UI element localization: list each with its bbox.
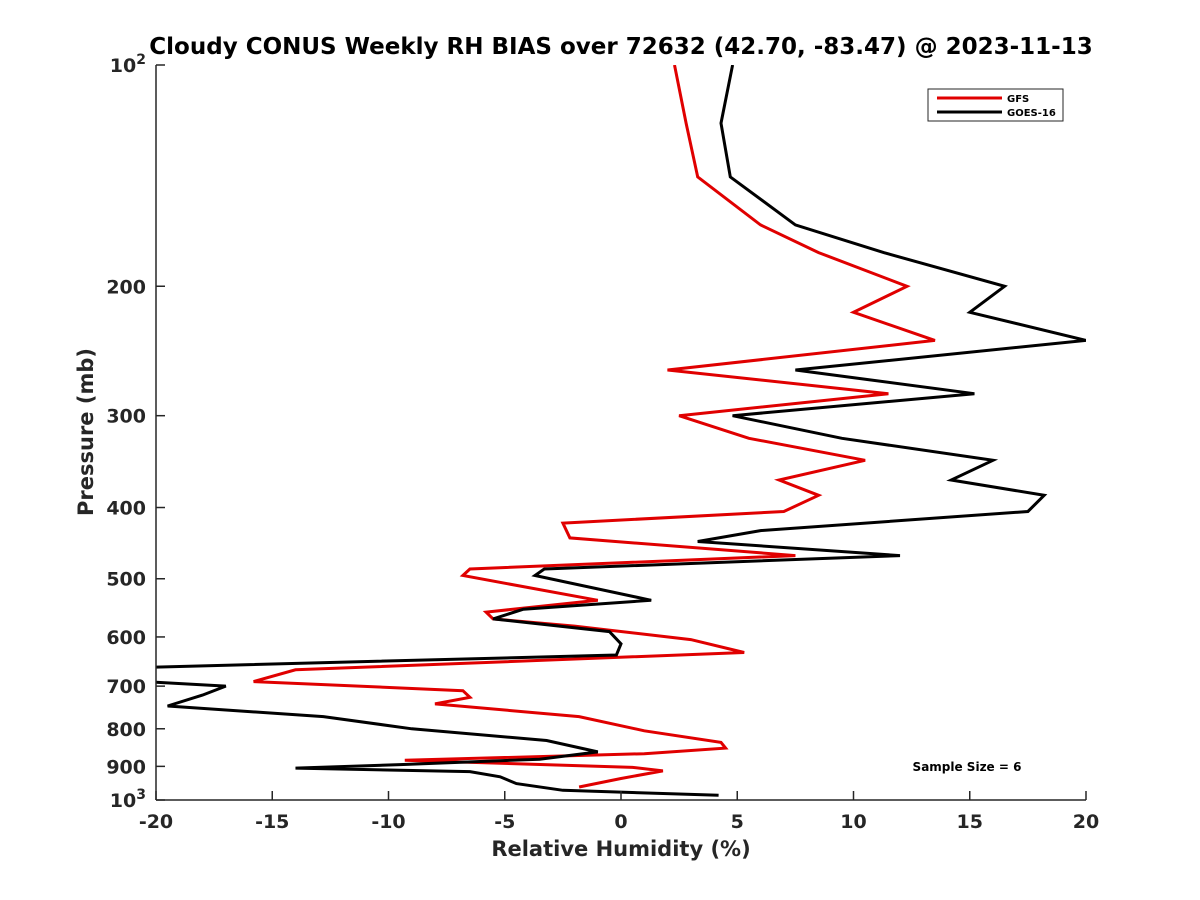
chart-title: Cloudy CONUS Weekly RH BIAS over 72632 (… xyxy=(149,34,1092,60)
x-tick-label: -15 xyxy=(255,811,289,833)
legend-label-gfs: GFS xyxy=(1007,94,1029,105)
series-line-goes-16 xyxy=(156,65,1086,797)
sample-size-annotation: Sample Size = 6 xyxy=(913,760,1022,774)
y-tick-label: 300 xyxy=(106,406,146,428)
x-ticks: -20 -15 -10 -5 0 5 10 15 20 xyxy=(139,791,1099,833)
y-tick-label: 200 xyxy=(106,276,146,298)
x-tick-label: -5 xyxy=(494,811,515,833)
series-layer xyxy=(156,65,1086,797)
x-tick-label: 5 xyxy=(731,811,744,833)
y-tick-label: 103 xyxy=(110,787,146,812)
legend-box xyxy=(927,88,1064,122)
x-tick-label: -20 xyxy=(139,811,173,833)
y-axis-label: Pressure (mb) xyxy=(74,348,98,516)
x-tick-label: 20 xyxy=(1073,811,1099,833)
y-tick-label: 102 xyxy=(110,52,146,77)
y-tick-label: 400 xyxy=(106,498,146,520)
y-tick-label: 500 xyxy=(106,569,146,591)
y-tick-label: 600 xyxy=(106,627,146,649)
legend: GFS GOES-16 xyxy=(927,88,1064,122)
legend-label-goes-16: GOES-16 xyxy=(1007,108,1056,119)
x-tick-label: 15 xyxy=(957,811,983,833)
y-tick-label: 900 xyxy=(106,756,146,778)
y-tick-label: 800 xyxy=(106,719,146,741)
x-tick-label: 0 xyxy=(614,811,627,833)
x-tick-label: 10 xyxy=(840,811,866,833)
y-ticks: 102 200 300 400 500 600 700 800 900 103 xyxy=(106,52,165,812)
series-line-gfs xyxy=(253,65,936,789)
y-tick-label: 700 xyxy=(106,676,146,698)
x-axis-label: Relative Humidity (%) xyxy=(491,837,750,861)
x-tick-label: -10 xyxy=(371,811,405,833)
